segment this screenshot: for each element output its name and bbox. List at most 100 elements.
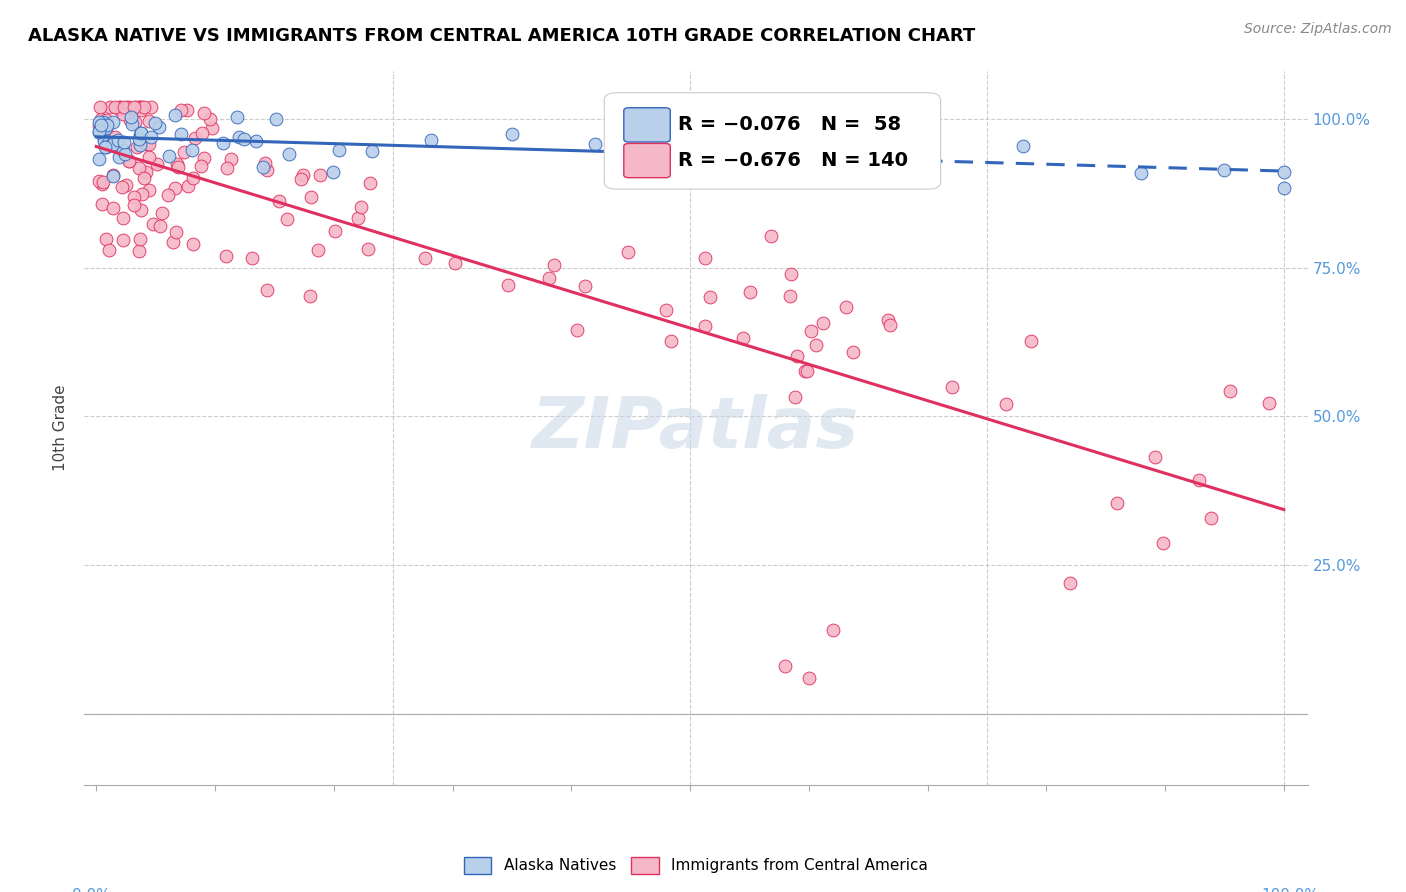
Point (240, 252, 263, 266)
Point (879, 318, 901, 332)
Point (139, 129, 162, 144)
Point (1152, 536, 1174, 550)
Point (180, 143, 202, 157)
Point (1059, 575, 1081, 590)
Point (226, 111, 249, 125)
Text: 100.0%: 100.0% (1261, 888, 1320, 892)
Point (496, 277, 519, 292)
Point (184, 131, 207, 145)
Point (773, 659, 796, 673)
Point (233, 132, 256, 146)
Point (256, 163, 278, 178)
Point (212, 136, 235, 151)
Point (93, 115, 115, 129)
Point (323, 223, 346, 237)
Point (1272, 181, 1295, 195)
Point (141, 100, 163, 114)
Point (98, 244, 121, 258)
Point (1021, 334, 1043, 348)
Point (114, 147, 136, 161)
Point (90, 112, 112, 126)
Point (129, 100, 152, 114)
Point (290, 172, 312, 186)
Point (142, 218, 165, 232)
Point (779, 288, 801, 302)
Point (796, 364, 818, 378)
Point (94, 140, 117, 154)
Point (193, 151, 215, 165)
Point (181, 171, 204, 186)
Point (163, 180, 186, 194)
Point (118, 154, 141, 169)
Point (738, 285, 761, 299)
Point (170, 127, 193, 141)
Point (835, 301, 858, 315)
Text: 0.0%: 0.0% (72, 888, 111, 892)
Point (917, 149, 939, 163)
Point (1219, 384, 1241, 399)
Point (96, 118, 118, 132)
Point (266, 112, 288, 127)
Point (779, 267, 801, 281)
Point (217, 161, 239, 175)
Point (821, 140, 844, 154)
Point (94, 120, 117, 135)
Point (87, 152, 110, 166)
Point (128, 132, 150, 146)
Point (87, 174, 110, 188)
Point (90, 177, 112, 191)
Point (131, 187, 153, 202)
Point (90, 118, 112, 132)
Point (357, 242, 380, 256)
Point (797, 671, 820, 685)
Point (501, 127, 523, 141)
Point (1258, 396, 1281, 410)
Point (201, 121, 224, 136)
Point (149, 219, 172, 233)
Point (107, 102, 129, 116)
Point (129, 126, 152, 140)
Point (129, 103, 152, 118)
Point (252, 160, 274, 174)
Point (101, 137, 124, 152)
Point (90, 197, 112, 211)
Point (759, 229, 782, 244)
Point (148, 120, 170, 135)
Point (138, 183, 160, 197)
Point (143, 115, 166, 129)
Point (679, 153, 702, 167)
Point (254, 156, 277, 170)
Point (127, 140, 149, 154)
Point (821, 624, 844, 638)
Point (104, 130, 127, 145)
Point (583, 137, 606, 152)
FancyBboxPatch shape (624, 144, 671, 178)
Point (941, 380, 963, 394)
Point (617, 245, 640, 260)
Point (298, 289, 321, 303)
Point (420, 133, 443, 147)
Point (128, 100, 150, 114)
Point (129, 126, 152, 140)
Point (811, 316, 834, 330)
Point (96, 112, 118, 127)
Point (132, 100, 155, 114)
Point (543, 258, 565, 272)
Point (138, 136, 160, 151)
Point (128, 128, 150, 143)
Point (118, 153, 141, 168)
Point (157, 149, 180, 163)
Point (138, 150, 160, 164)
Point (783, 390, 806, 404)
Point (278, 146, 301, 161)
Point (101, 135, 124, 149)
FancyBboxPatch shape (624, 108, 671, 142)
Point (96, 232, 118, 246)
Point (731, 331, 754, 345)
Point (1213, 162, 1236, 177)
Y-axis label: 10th Grade: 10th Grade (53, 384, 69, 472)
Point (122, 190, 145, 204)
Point (659, 334, 682, 348)
Point (120, 111, 142, 125)
Point (276, 212, 298, 227)
